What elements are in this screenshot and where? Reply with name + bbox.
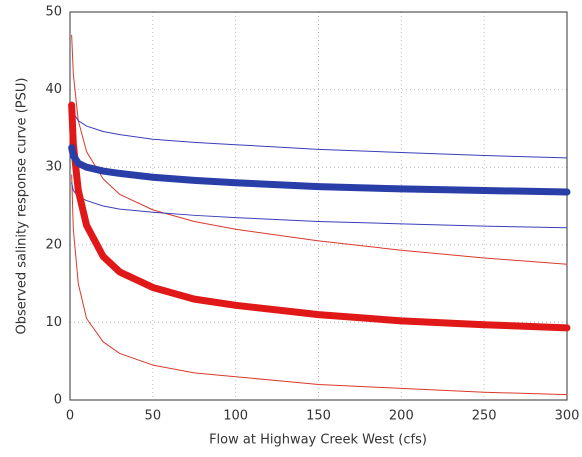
- y-tick-label: 0: [54, 393, 62, 408]
- line-series: [71, 174, 568, 396]
- x-axis-label: Flow at Highway Creek West (cfs): [209, 433, 427, 448]
- line-series: [68, 101, 571, 332]
- plot-frame: [69, 11, 568, 401]
- y-tick-label: 20: [45, 237, 62, 252]
- y-tick-label: 30: [45, 160, 62, 175]
- x-tick-label: 50: [145, 409, 162, 424]
- line-series: [71, 104, 568, 159]
- y-tick-label: 50: [45, 5, 62, 20]
- y-tick-label: 10: [45, 315, 62, 330]
- x-tick-label: 250: [472, 409, 497, 424]
- line-series: [68, 144, 571, 196]
- y-axis-label: Observed salinity response curve (PSU): [15, 78, 30, 335]
- x-tick-label: 100: [223, 409, 248, 424]
- x-tick-label: 150: [306, 409, 331, 424]
- x-tick-label: 0: [66, 409, 74, 424]
- x-tick-label: 300: [555, 409, 580, 424]
- y-tick-label: 40: [45, 82, 62, 97]
- x-tick-label: 200: [389, 409, 414, 424]
